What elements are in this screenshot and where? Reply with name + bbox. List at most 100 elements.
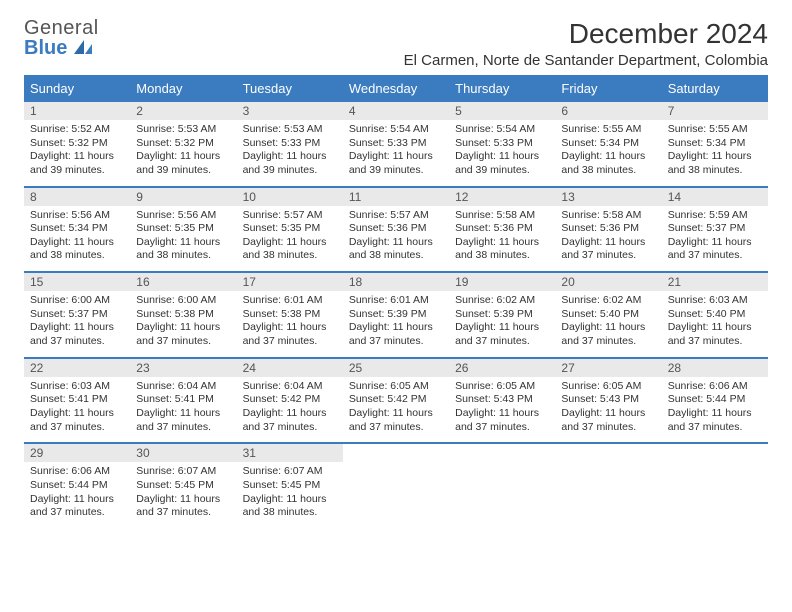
- sunrise-line: Sunrise: 5:54 AM: [455, 123, 549, 137]
- calendar-cell: 1Sunrise: 5:52 AMSunset: 5:32 PMDaylight…: [24, 101, 130, 187]
- calendar-cell: 30Sunrise: 6:07 AMSunset: 5:45 PMDayligh…: [130, 443, 236, 528]
- daylight-line: Daylight: 11 hours and 37 minutes.: [455, 321, 549, 348]
- calendar-week-row: 1Sunrise: 5:52 AMSunset: 5:32 PMDaylight…: [24, 101, 768, 187]
- day-number: 14: [662, 188, 768, 206]
- sunrise-line: Sunrise: 6:01 AM: [243, 294, 337, 308]
- calendar-header-row: SundayMondayTuesdayWednesdayThursdayFrid…: [24, 76, 768, 101]
- sunset-line: Sunset: 5:40 PM: [561, 308, 655, 322]
- title-block: December 2024 El Carmen, Norte de Santan…: [404, 18, 768, 69]
- day-number: 7: [662, 102, 768, 120]
- logo-bottom-row: Blue: [24, 38, 99, 60]
- day-details: Sunrise: 5:54 AMSunset: 5:33 PMDaylight:…: [449, 120, 555, 186]
- calendar-cell: [662, 443, 768, 528]
- day-details: Sunrise: 5:56 AMSunset: 5:34 PMDaylight:…: [24, 206, 130, 272]
- calendar-cell: 29Sunrise: 6:06 AMSunset: 5:44 PMDayligh…: [24, 443, 130, 528]
- day-details: Sunrise: 5:53 AMSunset: 5:33 PMDaylight:…: [237, 120, 343, 186]
- day-details: Sunrise: 5:52 AMSunset: 5:32 PMDaylight:…: [24, 120, 130, 186]
- sunset-line: Sunset: 5:36 PM: [561, 222, 655, 236]
- day-number: 21: [662, 273, 768, 291]
- weekday-header: Sunday: [24, 76, 130, 101]
- daylight-line: Daylight: 11 hours and 38 minutes.: [136, 236, 230, 263]
- sunset-line: Sunset: 5:38 PM: [136, 308, 230, 322]
- calendar-cell: 14Sunrise: 5:59 AMSunset: 5:37 PMDayligh…: [662, 187, 768, 273]
- calendar-cell: 16Sunrise: 6:00 AMSunset: 5:38 PMDayligh…: [130, 272, 236, 358]
- sunrise-line: Sunrise: 5:59 AM: [668, 209, 762, 223]
- sunset-line: Sunset: 5:44 PM: [30, 479, 124, 493]
- sunrise-line: Sunrise: 6:00 AM: [136, 294, 230, 308]
- daylight-line: Daylight: 11 hours and 38 minutes.: [561, 150, 655, 177]
- weekday-header: Wednesday: [343, 76, 449, 101]
- day-details: Sunrise: 5:54 AMSunset: 5:33 PMDaylight:…: [343, 120, 449, 186]
- sunrise-line: Sunrise: 5:56 AM: [30, 209, 124, 223]
- day-number: 15: [24, 273, 130, 291]
- calendar-cell: 18Sunrise: 6:01 AMSunset: 5:39 PMDayligh…: [343, 272, 449, 358]
- calendar-cell: 8Sunrise: 5:56 AMSunset: 5:34 PMDaylight…: [24, 187, 130, 273]
- weekday-header: Saturday: [662, 76, 768, 101]
- daylight-line: Daylight: 11 hours and 38 minutes.: [349, 236, 443, 263]
- sunrise-line: Sunrise: 6:01 AM: [349, 294, 443, 308]
- calendar-cell: 13 Sunrise: 5:58 AMSunset: 5:36 PMDayligh…: [555, 187, 661, 273]
- weekday-header: Monday: [130, 76, 236, 101]
- sunset-line: Sunset: 5:41 PM: [136, 393, 230, 407]
- calendar-body: 1Sunrise: 5:52 AMSunset: 5:32 PMDaylight…: [24, 101, 768, 528]
- calendar-cell: 7Sunrise: 5:55 AMSunset: 5:34 PMDaylight…: [662, 101, 768, 187]
- sunset-line: Sunset: 5:32 PM: [30, 137, 124, 151]
- sunset-line: Sunset: 5:34 PM: [668, 137, 762, 151]
- calendar-cell: 2Sunrise: 5:53 AMSunset: 5:32 PMDaylight…: [130, 101, 236, 187]
- calendar-cell: 20Sunrise: 6:02 AMSunset: 5:40 PMDayligh…: [555, 272, 661, 358]
- daylight-line: Daylight: 11 hours and 38 minutes.: [668, 150, 762, 177]
- daylight-line: Daylight: 11 hours and 37 minutes.: [561, 236, 655, 263]
- day-details: Sunrise: 6:04 AMSunset: 5:42 PMDaylight:…: [237, 377, 343, 443]
- calendar-week-row: 8Sunrise: 5:56 AMSunset: 5:34 PMDaylight…: [24, 187, 768, 273]
- sunset-line: Sunset: 5:40 PM: [668, 308, 762, 322]
- sunrise-line: Sunrise: 6:00 AM: [30, 294, 124, 308]
- sunset-line: Sunset: 5:37 PM: [668, 222, 762, 236]
- sunset-line: Sunset: 5:37 PM: [30, 308, 124, 322]
- day-details: Sunrise: 6:03 AMSunset: 5:40 PMDaylight:…: [662, 291, 768, 357]
- calendar-cell: 31Sunrise: 6:07 AMSunset: 5:45 PMDayligh…: [237, 443, 343, 528]
- sunrise-line: Sunrise: 5:56 AM: [136, 209, 230, 223]
- day-details: Sunrise: 6:01 AMSunset: 5:38 PMDaylight:…: [237, 291, 343, 357]
- calendar-cell: [449, 443, 555, 528]
- day-details: Sunrise: 6:05 AMSunset: 5:43 PMDaylight:…: [555, 377, 661, 443]
- daylight-line: Daylight: 11 hours and 37 minutes.: [136, 407, 230, 434]
- sunset-line: Sunset: 5:36 PM: [349, 222, 443, 236]
- sunset-line: Sunset: 5:44 PM: [668, 393, 762, 407]
- sunrise-line: Sunrise: 6:05 AM: [349, 380, 443, 394]
- sunrise-line: Sunrise: 5:58 AM: [455, 209, 549, 223]
- month-title: December 2024: [404, 18, 768, 50]
- day-number: 19: [449, 273, 555, 291]
- day-details: Sunrise: 6:02 AMSunset: 5:40 PMDaylight:…: [555, 291, 661, 357]
- day-number: 29: [24, 444, 130, 462]
- sunrise-line: Sunrise: 6:07 AM: [243, 465, 337, 479]
- day-number: 25: [343, 359, 449, 377]
- daylight-line: Daylight: 11 hours and 38 minutes.: [243, 236, 337, 263]
- calendar-cell: 19Sunrise: 6:02 AMSunset: 5:39 PMDayligh…: [449, 272, 555, 358]
- sunset-line: Sunset: 5:41 PM: [30, 393, 124, 407]
- sunrise-line: Sunrise: 5:55 AM: [561, 123, 655, 137]
- sunset-line: Sunset: 5:33 PM: [455, 137, 549, 151]
- day-details: Sunrise: 6:07 AMSunset: 5:45 PMDaylight:…: [237, 462, 343, 528]
- day-details: Sunrise: 5:58 AMSunset: 5:36 PMDaylight:…: [449, 206, 555, 272]
- day-number: 13: [555, 188, 661, 206]
- sunrise-line: Sunrise: 6:05 AM: [561, 380, 655, 394]
- sunset-line: Sunset: 5:36 PM: [455, 222, 549, 236]
- day-details: Sunrise: 6:05 AMSunset: 5:42 PMDaylight:…: [343, 377, 449, 443]
- daylight-line: Daylight: 11 hours and 37 minutes.: [561, 407, 655, 434]
- day-number: 1: [24, 102, 130, 120]
- sunset-line: Sunset: 5:34 PM: [30, 222, 124, 236]
- calendar-cell: 28Sunrise: 6:06 AMSunset: 5:44 PMDayligh…: [662, 358, 768, 444]
- daylight-line: Daylight: 11 hours and 39 minutes.: [136, 150, 230, 177]
- logo-word2: Blue: [24, 37, 67, 59]
- calendar-cell: 5Sunrise: 5:54 AMSunset: 5:33 PMDaylight…: [449, 101, 555, 187]
- day-number: 26: [449, 359, 555, 377]
- sunset-line: Sunset: 5:33 PM: [349, 137, 443, 151]
- sunset-line: Sunset: 5:38 PM: [243, 308, 337, 322]
- daylight-line: Daylight: 11 hours and 37 minutes.: [561, 321, 655, 348]
- day-number: 18: [343, 273, 449, 291]
- daylight-line: Daylight: 11 hours and 39 minutes.: [30, 150, 124, 177]
- day-details: Sunrise: 6:06 AMSunset: 5:44 PMDaylight:…: [662, 377, 768, 443]
- sunrise-line: Sunrise: 6:05 AM: [455, 380, 549, 394]
- sunset-line: Sunset: 5:43 PM: [561, 393, 655, 407]
- sunrise-line: Sunrise: 5:58 AM: [561, 209, 655, 223]
